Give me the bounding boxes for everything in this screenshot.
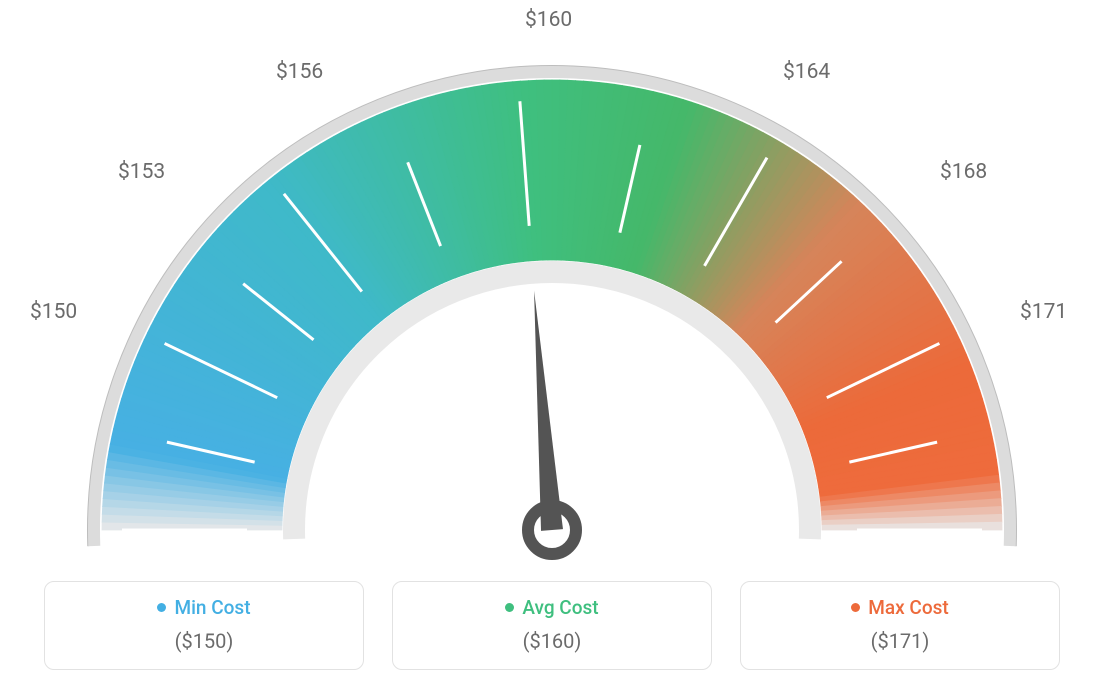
gauge-tick-label: $160 [525, 8, 572, 32]
legend-title-avg: Avg Cost [522, 596, 598, 619]
legend-value-min: ($150) [55, 629, 353, 653]
legend-card-max: Max Cost ($171) [740, 581, 1060, 670]
cost-gauge: $150 $153 $156 $160 $164 $168 $171 [0, 0, 1104, 560]
gauge-tick-label: $150 [30, 300, 77, 324]
gauge-tick-label: $156 [276, 60, 323, 84]
legend-row: Min Cost ($150) Avg Cost ($160) Max Cost… [0, 581, 1104, 670]
legend-title-max: Max Cost [868, 596, 948, 619]
legend-value-max: ($171) [751, 629, 1049, 653]
gauge-tick-label: $168 [940, 160, 987, 184]
legend-dot-max [851, 603, 860, 612]
legend-card-min: Min Cost ($150) [44, 581, 364, 670]
legend-dot-min [157, 603, 166, 612]
legend-title-min: Min Cost [174, 596, 250, 619]
gauge-tick-label: $164 [783, 60, 830, 84]
legend-card-avg: Avg Cost ($160) [392, 581, 712, 670]
legend-value-avg: ($160) [403, 629, 701, 653]
legend-dot-avg [505, 603, 514, 612]
gauge-tick-label: $171 [1020, 300, 1067, 324]
gauge-tick-label: $153 [118, 160, 165, 184]
